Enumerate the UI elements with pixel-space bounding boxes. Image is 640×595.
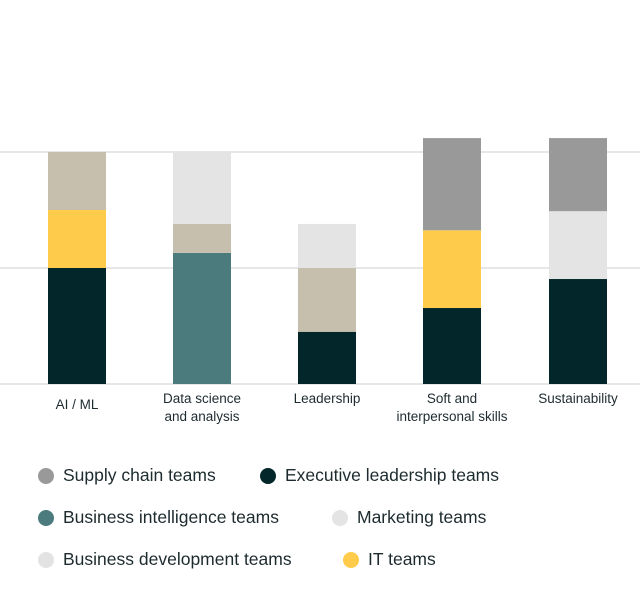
bar-segment xyxy=(173,252,231,384)
bar-segment xyxy=(298,223,356,268)
category-label: Soft and interpersonal skills xyxy=(382,390,522,426)
bar-segment xyxy=(298,331,356,384)
plot-area xyxy=(0,138,640,385)
category-label: Leadership xyxy=(257,390,397,408)
legend-label: Executive leadership teams xyxy=(285,465,499,485)
legend-dot-icon xyxy=(260,467,276,484)
category-label-line: Data science xyxy=(162,391,242,406)
bar-segment xyxy=(48,152,106,210)
legend-label: Business intelligence teams xyxy=(63,507,279,527)
category-label-line: Sustainability xyxy=(538,391,618,406)
category-label-line: Soft and xyxy=(426,391,478,406)
legend-item: IT teams xyxy=(343,549,436,570)
legend-item: Marketing teams xyxy=(332,507,486,528)
legend-dot-icon xyxy=(38,551,54,568)
bar-segment xyxy=(423,308,481,384)
legend-label: Marketing teams xyxy=(357,507,487,527)
legend-dot-icon xyxy=(38,509,54,526)
bar-segment xyxy=(173,152,231,224)
bar-segment xyxy=(423,138,481,231)
category-label: AI / ML xyxy=(7,396,147,414)
bar-segment xyxy=(48,268,106,384)
category-label-line: and analysis xyxy=(164,409,240,424)
category-label-line: interpersonal skills xyxy=(396,409,508,424)
bar-segment xyxy=(298,268,356,332)
legend-label: IT teams xyxy=(368,549,436,569)
category-label: Data science and analysis xyxy=(132,390,272,426)
legend-dot-icon xyxy=(38,467,54,484)
legend-label: Supply chain teams xyxy=(63,465,216,485)
bar-segment xyxy=(549,211,607,280)
legend-item: Executive leadership teams xyxy=(260,465,499,486)
legend-label: Business development teams xyxy=(63,549,292,569)
bar-segment xyxy=(549,138,607,212)
legend-dot-icon xyxy=(343,551,359,568)
category-label: Sustainability xyxy=(508,390,640,408)
legend-item: Business development teams xyxy=(38,549,292,570)
bar-segment xyxy=(48,210,106,268)
legend-item: Business intelligence teams xyxy=(38,507,279,528)
category-label-line: AI / ML xyxy=(55,397,99,412)
bar-segment xyxy=(549,279,607,384)
bar-segment xyxy=(173,223,231,253)
legend-dot-icon xyxy=(332,509,348,526)
bar-segment xyxy=(423,230,481,309)
category-label-line: Leadership xyxy=(293,391,361,406)
legend-item: Supply chain teams xyxy=(38,465,216,486)
